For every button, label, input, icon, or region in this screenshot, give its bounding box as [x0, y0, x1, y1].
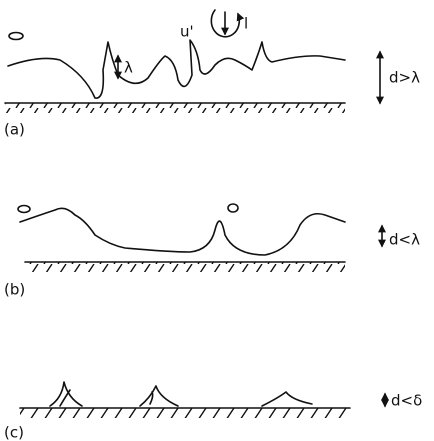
panel-b: d<λ (b) — [4, 203, 420, 299]
droplet — [8, 31, 24, 41]
condition: d>λ — [389, 69, 420, 87]
condition: d<λ — [389, 231, 420, 249]
ground-hatch — [20, 408, 350, 418]
tuft — [49, 381, 83, 407]
ground-hatch — [25, 262, 345, 272]
panel-label: (c) — [4, 424, 24, 441]
eddy — [210, 9, 245, 38]
ground-hatch — [5, 103, 345, 113]
panel-label: (b) — [4, 281, 25, 299]
annotation: λ — [124, 59, 133, 77]
annotation: l — [244, 15, 248, 33]
surface — [7, 39, 346, 99]
condition: d<δ — [391, 392, 422, 410]
tuft — [139, 385, 179, 407]
panel-a: λ u' l d>λ (a) — [4, 9, 420, 139]
surface — [19, 207, 346, 256]
panel-c: d<δ (c) — [4, 381, 422, 441]
tuft — [261, 391, 313, 407]
droplet — [227, 203, 239, 213]
panel-label: (a) — [4, 121, 25, 139]
annotation: u' — [180, 23, 194, 41]
droplet — [17, 204, 31, 214]
